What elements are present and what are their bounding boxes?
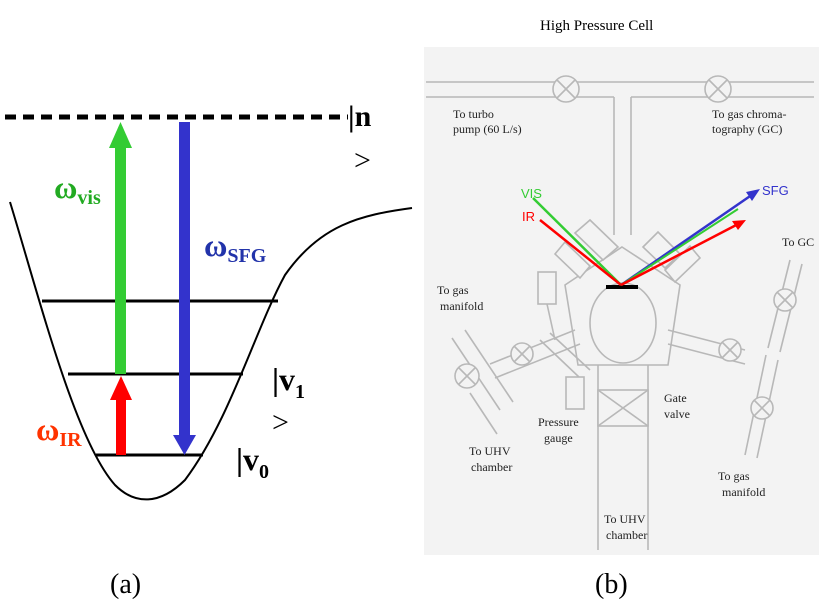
potential-well-curve: [9, 201, 413, 501]
sfg-arrow: [173, 122, 196, 455]
to-gc-label: To GC: [782, 235, 814, 249]
vis-beam-label: VIS: [521, 186, 542, 201]
reflected-vis-beam: [620, 208, 739, 286]
manifold-left-label-2: manifold: [440, 299, 483, 313]
uhv-left-label-1: To UHV: [469, 444, 511, 458]
ir-arrow: [110, 376, 132, 455]
reflected-ir-arrowhead: [732, 220, 746, 230]
pressure-gauge-label-2: gauge: [544, 431, 573, 445]
gc-label-1: To gas chroma-: [712, 107, 786, 121]
omega-vis-label: ωvis: [54, 169, 101, 209]
state-v1-label: |v1: [272, 361, 305, 403]
sfg-beam-arrowhead: [746, 189, 760, 201]
state-v0-label: |v0: [236, 441, 269, 483]
vis-arrow: [109, 122, 132, 374]
gate-valve-label-2: valve: [664, 407, 690, 421]
gate-valve-label-1: Gate: [664, 391, 687, 405]
state-n-ket-close: >: [354, 144, 371, 177]
manifold-right-label-1: To gas: [718, 469, 750, 483]
panel-a: |n > |v1 > |v0 ωvis ωSFG ωIR (a): [5, 100, 413, 600]
ir-beam-label: IR: [522, 209, 535, 224]
state-v1-ket-close: >: [272, 406, 289, 439]
uhv-bottom-label-2: chamber: [606, 528, 647, 542]
reflected-ir-beam: [620, 220, 743, 287]
plumbing: [426, 75, 814, 550]
omega-ir-label: ωIR: [36, 411, 82, 451]
ir-beam: [539, 219, 622, 286]
omega-sfg-label: ωSFG: [204, 227, 267, 267]
vis-beam: [532, 197, 622, 286]
state-n-label: |n: [348, 100, 372, 133]
panel-b-title: High Pressure Cell: [540, 18, 653, 34]
sample-surface: [606, 285, 638, 289]
caption-a: (a): [110, 569, 141, 600]
turbo-label-2: pump (60 L/s): [453, 122, 522, 136]
gc-label-2: tography (GC): [712, 122, 782, 136]
turbo-label-1: To turbo: [453, 107, 494, 121]
panel-b: High Pressure Cell: [424, 18, 819, 600]
uhv-left-label-2: chamber: [471, 460, 512, 474]
uhv-bottom-label-1: To UHV: [604, 512, 646, 526]
sfg-beam-label: SFG: [762, 183, 789, 198]
pressure-gauge-label-1: Pressure: [538, 415, 579, 429]
caption-b: (b): [595, 569, 628, 600]
manifold-right-label-2: manifold: [722, 485, 765, 499]
manifold-left-label-1: To gas: [437, 283, 469, 297]
